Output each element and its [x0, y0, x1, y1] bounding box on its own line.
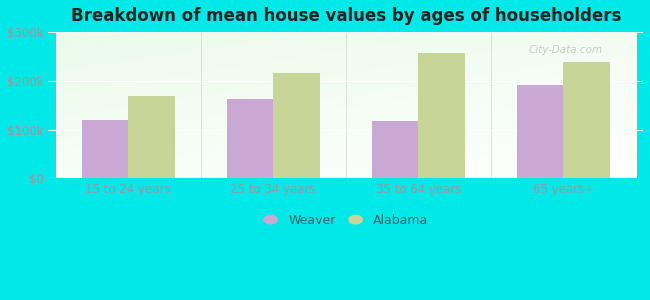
Bar — [227, 99, 273, 178]
Legend: Weaver, Alabama: Weaver, Alabama — [257, 208, 435, 233]
Bar — [372, 121, 418, 178]
Bar — [517, 85, 564, 178]
Text: City-Data.com: City-Data.com — [528, 45, 603, 55]
Bar — [273, 74, 320, 178]
Bar — [128, 96, 175, 178]
Bar — [418, 52, 465, 178]
Bar — [564, 62, 610, 178]
Bar — [82, 120, 128, 178]
Title: Breakdown of mean house values by ages of householders: Breakdown of mean house values by ages o… — [71, 7, 621, 25]
